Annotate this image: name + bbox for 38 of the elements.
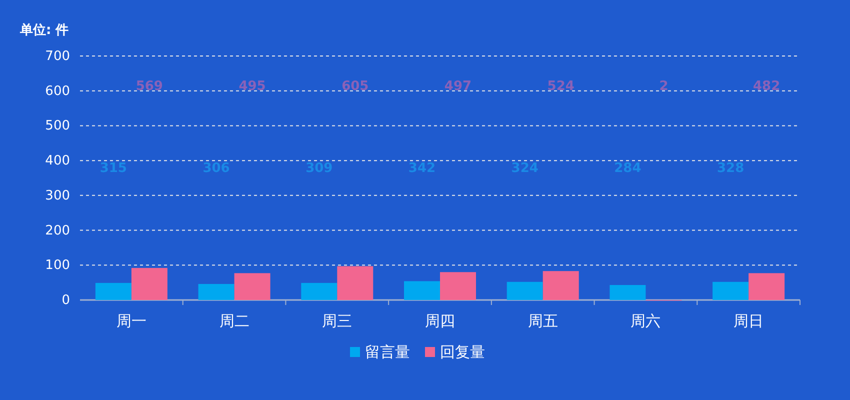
y-tick-label: 400 [45, 154, 70, 169]
x-tick-label: 周四 [425, 312, 455, 330]
annotation: 605 [342, 79, 369, 94]
y-tick-label: 600 [45, 84, 70, 99]
annotation: 569 [136, 79, 163, 94]
bar [337, 266, 374, 300]
x-tick-label: 周二 [219, 312, 250, 330]
bar [234, 273, 270, 300]
y-axis-title: 单位: 件 [19, 22, 69, 38]
annotation: 524 [547, 79, 574, 94]
bar [610, 285, 646, 300]
y-tick-label: 0 [62, 293, 70, 308]
annotation: 495 [238, 79, 266, 94]
annotation: 2 [659, 79, 668, 94]
legend-label: 留言量 [365, 343, 410, 361]
x-tick-label: 周日 [734, 312, 764, 330]
y-tick-label: 100 [45, 258, 70, 274]
y-tick-label: 200 [45, 223, 70, 238]
bar [301, 282, 338, 300]
bar [440, 272, 476, 300]
legend-label: 回复量 [440, 343, 485, 361]
x-tick-label: 周一 [116, 312, 146, 330]
bar [95, 282, 132, 300]
y-tick-label: 700 [45, 49, 70, 64]
x-tick-label: 周三 [322, 312, 352, 330]
y-tick-label: 500 [45, 118, 70, 134]
annotation: 482 [753, 79, 780, 94]
x-tick-label: 周五 [528, 312, 558, 330]
bar [198, 284, 234, 300]
y-tick-label: 300 [45, 188, 70, 204]
bar [404, 281, 440, 300]
bar [712, 282, 749, 300]
annotation: 497 [444, 79, 472, 94]
bar [542, 271, 579, 300]
bar [748, 273, 785, 300]
x-tick-label: 周六 [630, 312, 661, 330]
bar [131, 268, 168, 300]
bar [506, 282, 543, 300]
